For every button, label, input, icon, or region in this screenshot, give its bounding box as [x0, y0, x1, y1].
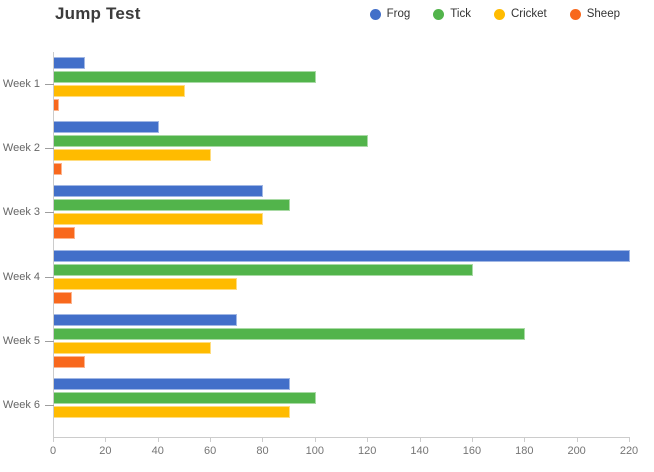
x-axis-label: 200: [567, 445, 586, 457]
bar-cricket-week-1[interactable]: [54, 85, 185, 98]
bar-frog-week-4[interactable]: [54, 249, 630, 262]
x-axis-tick: [471, 438, 473, 442]
legend-label: Cricket: [510, 8, 547, 20]
x-axis-tick: [524, 438, 526, 442]
category-tick: [45, 340, 54, 342]
x-axis-tick: [419, 438, 421, 442]
category-label: Week 2: [2, 142, 40, 155]
legend-marker-sheep-icon: [569, 8, 581, 20]
x-axis-tick: [314, 438, 316, 442]
legend-item-frog[interactable]: Frog: [369, 8, 411, 20]
legend-label: Sheep: [586, 8, 620, 20]
bar-group-week-4: Week 4: [3, 245, 630, 309]
bar-group-week-5: Week 5: [3, 309, 630, 373]
plot-area: Week 1 Week 2 Week 3 Week 4 Week 5 Week 6: [3, 52, 630, 438]
x-axis-label: 120: [357, 445, 377, 457]
bar-sheep-week-1[interactable]: [54, 99, 60, 112]
bar-group-week-1: Week 1: [3, 52, 630, 116]
bar-sheep-week-4[interactable]: [54, 291, 73, 304]
category-label: Week 6: [2, 398, 40, 411]
x-axis-tick: [105, 438, 107, 442]
bar-tick-week-3[interactable]: [54, 199, 290, 212]
x-axis-tick: [576, 438, 578, 442]
chart-title: Jump Test: [55, 4, 141, 23]
x-axis-label: 100: [305, 445, 324, 457]
legend-label: Tick: [450, 8, 471, 20]
bar-group-week-3: Week 3: [3, 180, 630, 244]
legend-marker-tick-icon: [433, 8, 445, 20]
x-axis-label: 40: [151, 445, 164, 457]
bar-cricket-week-4[interactable]: [54, 277, 238, 290]
bar-cricket-week-3[interactable]: [54, 213, 264, 226]
bar-frog-week-3[interactable]: [54, 185, 264, 198]
bar-tick-week-1[interactable]: [54, 71, 316, 84]
bar-sheep-week-3[interactable]: [54, 227, 75, 240]
category-tick: [45, 148, 54, 150]
category-tick: [45, 404, 54, 406]
category-label: Week 3: [2, 206, 40, 219]
bar-tick-week-4[interactable]: [54, 263, 473, 276]
x-axis-label: 140: [410, 445, 429, 457]
x-axis-label: 20: [99, 445, 112, 457]
x-axis-label: 80: [256, 445, 269, 457]
bar-cricket-week-6[interactable]: [54, 405, 290, 418]
legend-item-cricket[interactable]: Cricket: [493, 8, 547, 20]
category-tick: [45, 84, 54, 86]
x-axis-tick: [367, 438, 369, 442]
x-axis-tick: [262, 438, 264, 442]
category-label: Week 5: [2, 334, 40, 347]
bar-sheep-week-5[interactable]: [54, 355, 86, 368]
legend-item-tick[interactable]: Tick: [433, 8, 471, 20]
x-axis-label: 220: [619, 445, 639, 457]
legend-marker-frog-icon: [369, 8, 381, 20]
bar-frog-week-6[interactable]: [54, 377, 290, 390]
bar-tick-week-2[interactable]: [54, 135, 369, 148]
category-tick: [45, 276, 54, 278]
bar-frog-week-2[interactable]: [54, 121, 159, 134]
bar-tick-week-6[interactable]: [54, 391, 316, 404]
bar-frog-week-5[interactable]: [54, 313, 238, 326]
bar-frog-week-1[interactable]: [54, 57, 86, 70]
bar-cricket-week-5[interactable]: [54, 341, 212, 354]
bar-group-week-2: Week 2: [3, 116, 630, 180]
legend-marker-cricket-icon: [493, 8, 505, 20]
legend: Frog Tick Cricket Sheep: [369, 8, 620, 20]
x-axis: 0 20 40 60 80 100 120 140 160 180 200 220: [49, 438, 638, 468]
x-axis-tick: [629, 438, 630, 442]
bar-cricket-week-2[interactable]: [54, 149, 212, 162]
legend-item-sheep[interactable]: Sheep: [569, 8, 620, 20]
bar-tick-week-5[interactable]: [54, 327, 526, 340]
x-axis-label: 0: [49, 445, 57, 457]
x-axis-tick: [210, 438, 212, 442]
legend-label: Frog: [386, 8, 411, 20]
x-axis-label: 180: [515, 445, 534, 457]
category-tick: [45, 212, 54, 214]
x-axis-label: 60: [203, 445, 217, 457]
bar-group-week-6: Week 6: [3, 373, 630, 437]
x-axis-label: 160: [462, 445, 482, 457]
bar-sheep-week-2[interactable]: [54, 163, 62, 176]
category-label: Week 4: [2, 270, 40, 283]
x-axis-tick: [53, 438, 54, 442]
x-axis-tick: [157, 438, 159, 442]
category-label: Week 1: [2, 78, 40, 91]
